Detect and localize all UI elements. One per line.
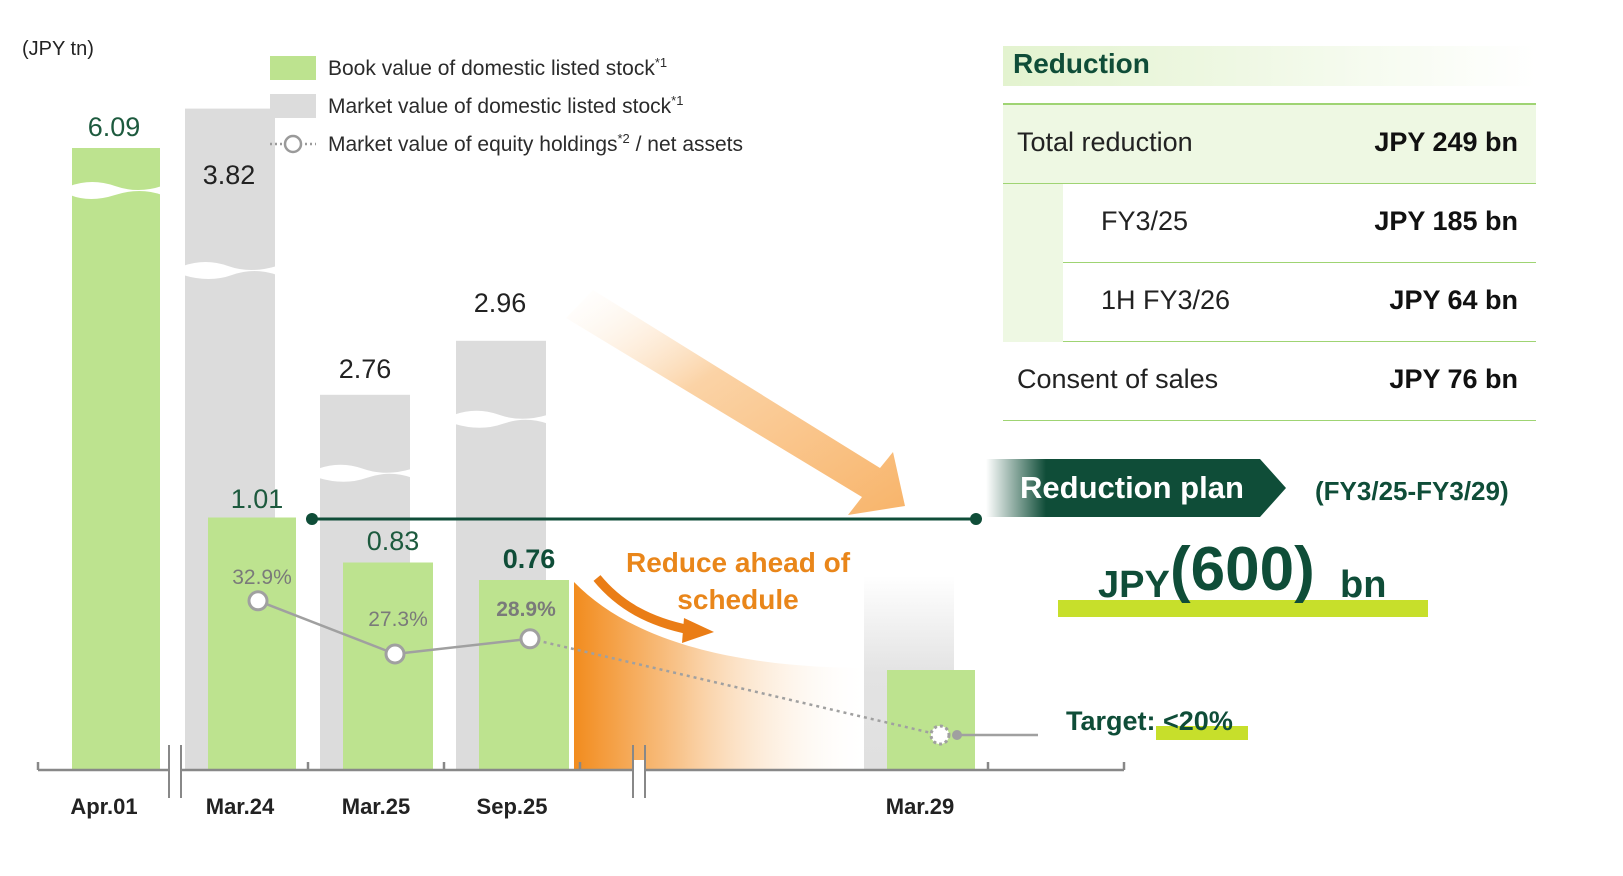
- reduction-row-1h: 1H FY3/26 JPY 64 bn: [1003, 263, 1536, 342]
- unit-label: (JPY tn): [22, 38, 94, 60]
- legend-market-swatch: [270, 94, 316, 118]
- book-data-label: 0.76: [503, 544, 556, 574]
- reduction-title-bar: Reduction: [1003, 46, 1536, 86]
- reduction-row-fy325: FY3/25 JPY 185 bn: [1003, 184, 1536, 263]
- ratio-point: [247, 590, 269, 612]
- reduce-ahead-arrow-head: [682, 618, 714, 643]
- plan-banner: [986, 459, 1286, 517]
- reduction-row-label: Consent of sales: [1017, 364, 1219, 394]
- target-highlight: [1156, 726, 1248, 740]
- legend-book-swatch: [270, 56, 316, 80]
- plan-highlight: [1058, 600, 1428, 617]
- bar-book-Apr.01: [72, 148, 160, 770]
- reduction-table: Total reduction JPY 249 bn FY3/25 JPY 18…: [1003, 103, 1536, 421]
- reduction-row-label: FY3/25: [1101, 206, 1189, 236]
- reduction-indent: [1003, 263, 1063, 342]
- reduction-title: Reduction: [1013, 48, 1150, 79]
- ratio-point: [384, 643, 406, 665]
- ratio-point: [519, 628, 541, 650]
- legend-market-label: Market value of domestic listed stock*1: [328, 93, 684, 118]
- reduce-ahead-arrow-shaft: [593, 575, 691, 635]
- axis-break-gap: [632, 760, 646, 780]
- market-data-label: 3.82: [203, 160, 256, 190]
- bar-book-Mar.29: [887, 670, 975, 770]
- x-tick-label: Mar.24: [206, 794, 275, 819]
- plan-title: Reduction plan: [1020, 470, 1244, 505]
- legend-ratio-label: Market value of equity holdings*2 / net …: [328, 131, 744, 156]
- legend-market: Market value of domestic listed stock*1: [270, 93, 683, 119]
- axis-break-mark: [454, 410, 548, 428]
- reduction-row-value: JPY 185 bn: [1374, 206, 1518, 236]
- ratio-point: [929, 724, 951, 746]
- reduction-row-value: JPY 64 bn: [1389, 285, 1518, 315]
- target-label: Target: <20%: [1066, 706, 1233, 736]
- bar-book-Sep.25: [479, 580, 569, 770]
- ratio-data-label: 27.3%: [368, 608, 428, 631]
- plan-amount: JPY (600) bn: [1058, 528, 1428, 618]
- legend-ratio-marker: [270, 132, 316, 156]
- axis-break-mark: [318, 464, 412, 482]
- reduction-row-value: JPY 249 bn: [1374, 127, 1518, 157]
- book-data-label: 0.83: [367, 526, 420, 556]
- axis-break-gap: [168, 760, 182, 780]
- market-data-label: 2.76: [339, 354, 392, 384]
- ratio-data-label: 28.9%: [496, 598, 556, 621]
- legend-book-label: Book value of domestic listed stock*1: [328, 55, 668, 80]
- legend-ratio: Market value of equity holdings*2 / net …: [270, 131, 743, 157]
- ratio-data-label: 32.9%: [232, 566, 292, 589]
- bar-book-Mar.25: [343, 562, 433, 770]
- market-data-label: 2.96: [474, 288, 527, 318]
- plan-line-start: [306, 513, 318, 525]
- reduction-flow-band: [574, 582, 870, 770]
- reduction-indent: [1003, 184, 1063, 263]
- x-tick-label: Mar.25: [342, 794, 411, 819]
- axis-break-mark: [70, 182, 162, 199]
- reduction-row-label: 1H FY3/26: [1101, 285, 1231, 315]
- reduction-row-label: Total reduction: [1017, 127, 1193, 157]
- plan-currency: JPY: [1098, 564, 1170, 606]
- book-data-label: 6.09: [88, 112, 141, 142]
- plan-number: (600): [1170, 535, 1315, 604]
- bar-book-Mar.24: [208, 517, 296, 770]
- plan-unit: bn: [1340, 564, 1387, 606]
- target-leader-dot: [952, 730, 962, 740]
- axis-break-mark: [183, 262, 277, 279]
- reduction-row-total: Total reduction JPY 249 bn: [1003, 103, 1536, 184]
- ratio-line-forecast: [529, 637, 941, 737]
- x-tick-label: Apr.01: [70, 794, 137, 819]
- legend-book: Book value of domestic listed stock*1: [270, 55, 667, 81]
- x-tick-label: Mar.29: [886, 794, 955, 819]
- plan-line-end: [970, 513, 982, 525]
- plan-arrow: [566, 290, 905, 515]
- reduction-row-consent: Consent of sales JPY 76 bn: [1003, 342, 1536, 421]
- reduce-ahead-label: Reduce ahead of schedule: [625, 547, 851, 615]
- reduction-row-value: JPY 76 bn: [1389, 364, 1518, 394]
- book-data-label: 1.01: [231, 484, 284, 514]
- x-tick-label: Sep.25: [477, 794, 548, 819]
- plan-period: (FY3/25-FY3/29): [1315, 476, 1509, 506]
